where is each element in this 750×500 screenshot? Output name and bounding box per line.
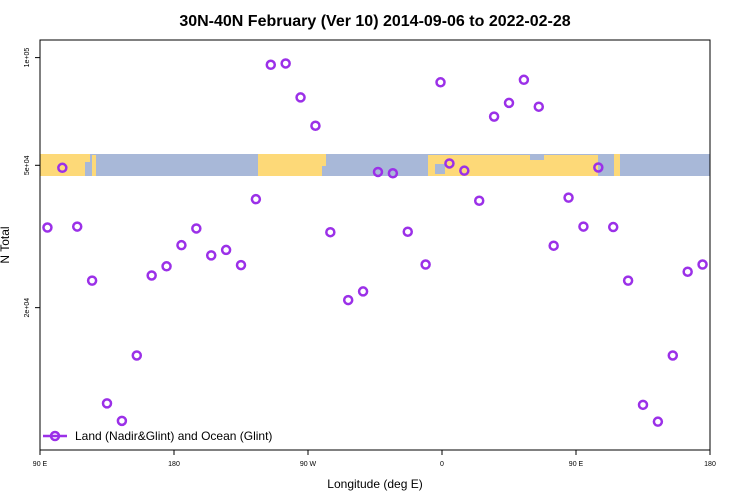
data-point bbox=[161, 261, 172, 272]
data-points bbox=[42, 58, 708, 427]
data-point bbox=[265, 59, 277, 71]
x-tick-label: 90 W bbox=[300, 461, 317, 468]
data-point bbox=[420, 259, 431, 270]
data-point bbox=[387, 168, 399, 179]
map-strip bbox=[40, 154, 710, 176]
map-land bbox=[614, 154, 620, 176]
data-point bbox=[548, 240, 559, 251]
data-point bbox=[57, 162, 68, 174]
data-point bbox=[191, 223, 202, 234]
data-point bbox=[71, 221, 83, 232]
legend-marker-swatch bbox=[49, 430, 61, 442]
x-axis: 90 E 180 90 W 0 90 E 180 bbox=[33, 450, 716, 468]
data-point bbox=[518, 74, 530, 86]
data-point bbox=[652, 416, 664, 427]
data-point bbox=[310, 120, 321, 131]
data-point bbox=[667, 350, 679, 361]
data-point bbox=[503, 97, 515, 109]
data-point bbox=[682, 266, 693, 277]
map-land bbox=[258, 154, 322, 176]
data-point bbox=[146, 270, 157, 281]
y-tick-label: 5e+04 bbox=[24, 155, 31, 175]
x-tick-label: 180 bbox=[704, 461, 716, 468]
data-point bbox=[459, 165, 470, 176]
data-point bbox=[205, 250, 217, 261]
data-point bbox=[101, 398, 113, 409]
data-point bbox=[533, 101, 545, 112]
data-point bbox=[697, 259, 708, 270]
data-point bbox=[220, 244, 232, 256]
y-axis-label: N Total bbox=[0, 226, 12, 263]
legend: Land (Nadir&Glint) and Ocean (Glint) bbox=[43, 429, 272, 443]
legend-label: Land (Nadir&Glint) and Ocean (Glint) bbox=[75, 429, 272, 443]
data-point bbox=[473, 195, 485, 206]
data-point bbox=[325, 226, 336, 238]
data-point bbox=[280, 58, 291, 69]
data-point bbox=[402, 226, 414, 237]
data-point bbox=[357, 286, 369, 297]
map-land bbox=[428, 155, 598, 176]
data-point bbox=[578, 221, 589, 232]
data-point bbox=[131, 350, 143, 361]
map-sea bbox=[435, 164, 445, 174]
map-land bbox=[318, 154, 326, 166]
map-land bbox=[92, 155, 96, 176]
y-axis: 2e+04 5e+04 1e+05 bbox=[24, 48, 40, 318]
x-tick-label: 90 E bbox=[569, 461, 584, 468]
data-point bbox=[295, 92, 306, 103]
map-land bbox=[84, 154, 90, 162]
data-point bbox=[622, 275, 634, 286]
y-tick-label: 1e+05 bbox=[24, 48, 31, 68]
chart-title: 30N-40N February (Ver 10) 2014-09-06 to … bbox=[179, 13, 570, 30]
data-point bbox=[637, 399, 649, 411]
data-point bbox=[86, 275, 98, 286]
data-point bbox=[342, 294, 354, 306]
x-tick-label: 180 bbox=[168, 461, 180, 468]
data-point bbox=[235, 259, 247, 271]
data-point bbox=[593, 162, 604, 173]
x-axis-label: Longitude (deg E) bbox=[327, 477, 422, 491]
x-tick-label: 0 bbox=[440, 461, 444, 468]
y-tick-label: 2e+04 bbox=[24, 298, 31, 318]
data-point bbox=[563, 192, 574, 203]
data-point bbox=[607, 221, 619, 233]
data-point bbox=[42, 222, 53, 233]
data-point bbox=[488, 111, 500, 122]
map-sea bbox=[530, 154, 544, 160]
data-point bbox=[435, 77, 446, 88]
data-point bbox=[116, 415, 128, 427]
data-point bbox=[444, 158, 455, 169]
plot-frame bbox=[39, 39, 711, 451]
data-point bbox=[372, 166, 384, 178]
x-tick-label: 90 E bbox=[33, 461, 48, 468]
data-point bbox=[250, 193, 262, 205]
data-point bbox=[176, 239, 187, 251]
